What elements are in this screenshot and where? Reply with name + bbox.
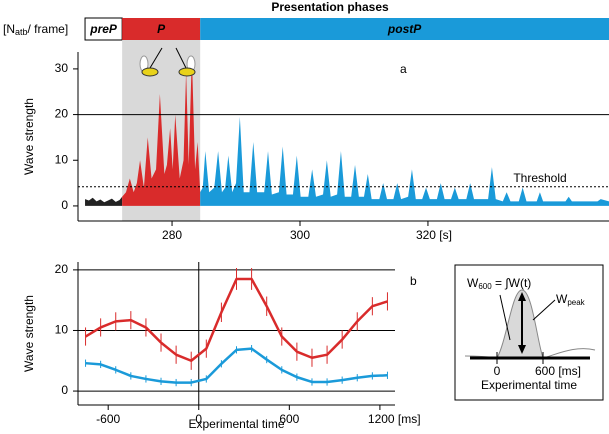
phase-box bbox=[122, 18, 201, 40]
phase-label: preP bbox=[89, 22, 118, 36]
threshold-label: Threshold bbox=[513, 171, 566, 185]
panel-label: a bbox=[400, 62, 407, 76]
sub: 600 bbox=[478, 282, 492, 291]
phase-box bbox=[200, 18, 609, 40]
eq: = ∫W(t) bbox=[492, 276, 532, 290]
y-tick-label: 20 bbox=[55, 262, 69, 276]
series-line bbox=[84, 277, 388, 363]
x-tick-label: 320 [s] bbox=[416, 228, 452, 242]
series-line bbox=[85, 347, 388, 384]
wave-area bbox=[200, 116, 609, 206]
unit-part: [N bbox=[3, 22, 15, 36]
inset-x-label: Experimental time bbox=[481, 378, 577, 392]
pointer bbox=[175, 47, 187, 69]
w: W bbox=[467, 276, 479, 290]
wave-area bbox=[85, 196, 123, 206]
pointer bbox=[499, 294, 511, 341]
integral-label: W600 = ∫W(t) bbox=[467, 276, 531, 291]
y-tick-label: 10 bbox=[55, 323, 69, 337]
unit-part: / frame] bbox=[28, 22, 69, 36]
inset-tick-label: 600 [ms] bbox=[535, 364, 581, 378]
bee bbox=[141, 67, 159, 77]
y-axis-title: Wave strength bbox=[22, 98, 36, 175]
wave-area bbox=[122, 55, 201, 206]
x-axis-title: Experimental time bbox=[188, 417, 284, 431]
y-axis-title: Wave strength bbox=[22, 295, 36, 372]
x-tick-label: 1200 [ms] bbox=[368, 412, 421, 426]
bee bbox=[178, 67, 196, 77]
pointer bbox=[149, 47, 163, 69]
y-tick-label: 0 bbox=[61, 198, 68, 212]
x-tick-label: -600 bbox=[96, 412, 120, 426]
phase-label: postP bbox=[387, 22, 422, 36]
y-tick-label: 30 bbox=[55, 61, 69, 75]
bee-icons bbox=[139, 47, 196, 77]
unit-sub: atb bbox=[15, 27, 28, 37]
pointer bbox=[532, 299, 556, 321]
peak-label: Wpeak bbox=[556, 292, 586, 307]
y-tick-label: 20 bbox=[55, 107, 69, 121]
inset-tick-label: 0 bbox=[494, 364, 501, 378]
w: W bbox=[556, 292, 568, 306]
phase-label: P bbox=[157, 22, 166, 36]
phases-title: Presentation phases bbox=[271, 0, 389, 14]
x-tick-label: 300 bbox=[290, 228, 310, 242]
y-tick-label: 10 bbox=[55, 152, 69, 166]
y-tick-label: 0 bbox=[61, 383, 68, 397]
unit-label: [Natb/ frame] bbox=[3, 22, 68, 37]
inset: W600 = ∫W(t) Wpeak 0 600 [ms] Experiment… bbox=[454, 264, 604, 401]
x-tick-label: 600 bbox=[279, 412, 299, 426]
panel-label: b bbox=[410, 274, 417, 288]
x-tick-label: 0 bbox=[195, 412, 202, 426]
sub: peak bbox=[567, 298, 585, 307]
x-tick-label: 280 bbox=[162, 228, 182, 242]
